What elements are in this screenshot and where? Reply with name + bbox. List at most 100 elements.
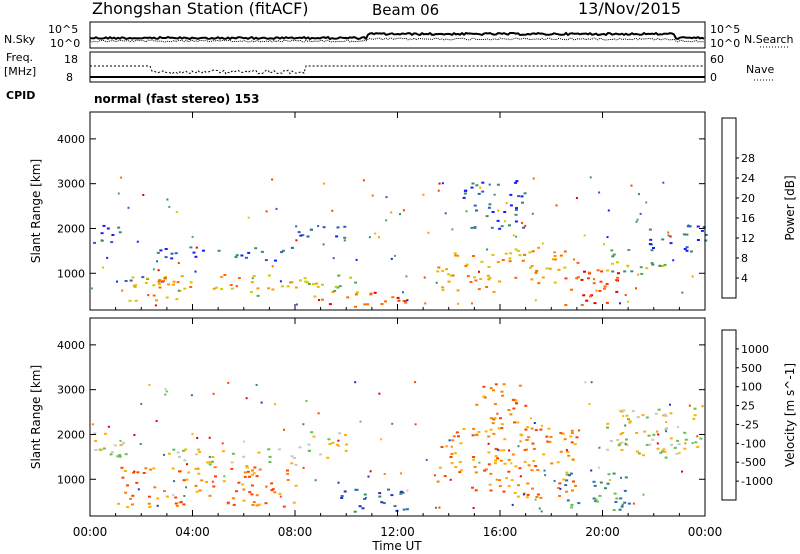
power-echo-cell xyxy=(322,243,325,246)
velocity-echo-cell xyxy=(317,412,320,415)
power-echo-cell xyxy=(700,229,704,232)
velocity-echo-cell xyxy=(450,452,454,455)
power-echo-cell xyxy=(469,281,473,283)
velocity-echo-cell xyxy=(530,469,534,472)
velocity-echo-cell xyxy=(126,506,130,508)
power-echo-cell xyxy=(286,285,290,288)
xtick-label: 04:00 xyxy=(175,525,210,539)
velocity-echo-cell xyxy=(607,473,611,476)
velocity-echo-cell xyxy=(405,508,409,511)
velocity-echo-cell xyxy=(499,459,503,462)
velocity-echo-cell xyxy=(153,486,157,489)
power-echo-cell xyxy=(488,203,492,206)
power-echo-cell xyxy=(637,273,640,276)
power-echo-cell xyxy=(612,253,616,256)
velocity-echo-cell xyxy=(590,469,593,472)
power-echo-cell xyxy=(106,227,110,230)
power-echo-cell xyxy=(177,262,180,264)
velocity-colorbar-label: -1000 xyxy=(741,475,773,488)
power-echo-cell xyxy=(704,233,708,236)
power-echo-cell xyxy=(503,211,507,213)
power-echo-cell xyxy=(681,291,684,294)
velocity-echo-cell xyxy=(474,489,478,492)
velocity-echo-cell xyxy=(493,417,497,419)
power-echo-cell xyxy=(299,279,302,282)
velocity-echo-cell xyxy=(167,452,171,455)
velocity-echo-cell xyxy=(507,485,511,488)
beam-label: Beam 06 xyxy=(372,1,440,19)
power-echo-cell xyxy=(515,180,519,183)
power-echo-cell xyxy=(156,251,160,254)
velocity-echo-cell xyxy=(693,407,697,410)
power-echo-cell xyxy=(615,261,619,264)
velocity-echo-cell xyxy=(533,422,536,424)
velocity-echo-cell xyxy=(641,414,645,417)
power-echo-cell xyxy=(240,254,244,257)
cpid-text: normal (fast stereo) 153 xyxy=(94,92,260,106)
power-echo-cell xyxy=(189,281,193,284)
power-echo-cell xyxy=(146,277,149,280)
velocity-echo-cell xyxy=(636,416,640,419)
velocity-echo-cell xyxy=(279,495,282,498)
power-echo-cell xyxy=(473,204,477,207)
velocity-echo-cell xyxy=(148,506,152,508)
velocity-echo-cell xyxy=(489,472,493,475)
power-echo-cell xyxy=(521,221,524,224)
power-echo-cell xyxy=(437,266,441,269)
power-echo-cell xyxy=(473,226,477,229)
power-echo-cell xyxy=(617,272,620,275)
velocity-echo-cell xyxy=(185,486,188,489)
power-echo-cell xyxy=(645,267,649,270)
velocity-echo-cell xyxy=(568,474,571,477)
velocity-echo-cell xyxy=(541,424,543,427)
velocity-echo-cell xyxy=(593,484,597,487)
velocity-echo-cell xyxy=(676,439,680,442)
power-echo-cell xyxy=(599,280,603,283)
velocity-echo-cell xyxy=(258,503,262,506)
xtick-label: 00:00 xyxy=(688,525,723,539)
velocity-echo-cell xyxy=(198,489,202,492)
power-colorbar-label: 28 xyxy=(741,152,755,165)
power-echo-cell xyxy=(464,189,468,192)
velocity-echo-cell xyxy=(211,456,215,458)
power-echo-cell xyxy=(496,261,500,264)
velocity-echo-cell xyxy=(595,500,599,503)
power-colorbar-label: 4 xyxy=(741,272,748,285)
velocity-echo-cell xyxy=(144,467,148,470)
velocity-echo-cell xyxy=(433,474,436,477)
velocity-echo-cell xyxy=(302,423,305,426)
power-echo-cell xyxy=(559,254,563,257)
power-echo-cell xyxy=(611,255,615,258)
velocity-echo-cell xyxy=(250,484,254,487)
velocity-echo-cell xyxy=(578,429,581,432)
velocity-echo-cell xyxy=(353,510,357,513)
velocity-echo-cell xyxy=(195,453,199,456)
velocity-echo-cell xyxy=(294,484,298,487)
velocity-echo-cell xyxy=(382,502,386,505)
velocity-echo-cell xyxy=(274,403,276,406)
velocity-echo-cell xyxy=(526,482,530,485)
power-echo-cell xyxy=(704,239,708,242)
velocity-echo-cell xyxy=(539,496,543,499)
power-echo-cell xyxy=(290,246,294,249)
power-echo-cell xyxy=(687,224,690,227)
power-colorbar-label: 20 xyxy=(741,192,755,205)
power-echo-cell xyxy=(479,186,482,189)
velocity-echo-cell xyxy=(245,466,249,469)
velocity-panel-frame xyxy=(89,317,706,517)
velocity-echo-cell xyxy=(656,442,659,445)
power-echo-cell xyxy=(593,278,595,281)
velocity-echo-cell xyxy=(133,434,136,436)
power-echo-cell xyxy=(295,225,298,228)
velocity-echo-cell xyxy=(400,490,404,493)
velocity-echo-cell xyxy=(484,468,488,471)
power-echo-cell xyxy=(648,243,652,245)
power-echo-cell xyxy=(406,299,409,302)
velocity-echo-cell xyxy=(620,505,624,508)
velocity-echo-cell xyxy=(459,469,463,472)
power-echo-cell xyxy=(397,299,401,302)
velocity-echo-cell xyxy=(657,433,660,436)
velocity-echo-cell xyxy=(227,381,230,384)
velocity-echo-cell xyxy=(363,498,367,500)
velocity-echo-cell xyxy=(124,453,128,456)
